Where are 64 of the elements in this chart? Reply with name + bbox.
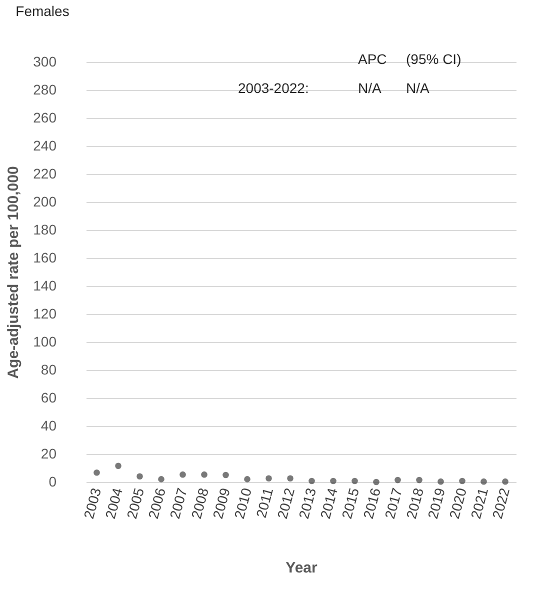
point xyxy=(94,469,100,476)
y-tick-label: 220 xyxy=(33,166,57,182)
chart-title: Females xyxy=(16,3,70,19)
y-tick-label: 60 xyxy=(40,390,57,406)
y-axis-title: Age-adjusted rate per 100,000 xyxy=(5,166,22,379)
point xyxy=(158,476,164,482)
point xyxy=(115,462,122,470)
y-tick-label: 100 xyxy=(33,334,57,350)
y-tick-label: 160 xyxy=(33,250,57,266)
point xyxy=(201,471,208,478)
annotation: (95% CI) xyxy=(406,51,462,67)
x-tick-label: 2017 xyxy=(381,486,406,520)
point xyxy=(459,478,466,484)
x-tick-label: 2020 xyxy=(446,486,470,520)
y-tick-label: 280 xyxy=(33,82,57,98)
x-tick-label: 2009 xyxy=(209,486,234,520)
point xyxy=(352,478,358,484)
y-tick-label: 0 xyxy=(48,474,57,490)
x-tick-label: 2015 xyxy=(338,486,362,520)
x-tick-label: 2006 xyxy=(144,486,169,520)
point xyxy=(438,478,444,485)
y-tick-label: 40 xyxy=(40,418,57,434)
point xyxy=(394,476,401,484)
x-tick-label: 2007 xyxy=(166,486,190,520)
y-tick-label: 120 xyxy=(33,306,57,322)
x-tick-label: 2012 xyxy=(274,486,298,520)
annotation: APC xyxy=(358,51,387,67)
point xyxy=(222,472,229,478)
annotation: N/A xyxy=(406,80,430,96)
annotation: 2003-2022: xyxy=(238,80,309,96)
x-tick-label: 2008 xyxy=(188,486,212,520)
x-tick-label: 2021 xyxy=(467,486,492,520)
point xyxy=(180,471,186,478)
x-tick-label: 2010 xyxy=(230,486,255,520)
x-tick-label: 2003 xyxy=(80,486,104,520)
y-tick-label: 20 xyxy=(40,446,57,462)
point xyxy=(266,475,272,482)
point xyxy=(502,478,508,485)
point xyxy=(244,476,250,482)
x-tick-label: 2018 xyxy=(402,486,427,520)
x-tick-label: 2004 xyxy=(102,486,126,520)
point xyxy=(373,478,380,486)
x-tick-label: 2014 xyxy=(316,486,341,520)
point xyxy=(308,478,315,484)
y-tick-label: 300 xyxy=(33,54,57,70)
x-tick-label: 2016 xyxy=(360,486,384,520)
x-tick-label: 2011 xyxy=(252,486,276,520)
x-tick-label: 2005 xyxy=(123,486,148,520)
annotation: N/A xyxy=(358,80,382,96)
y-tick-label: 200 xyxy=(33,194,57,210)
point xyxy=(287,475,294,482)
y-tick-label: 80 xyxy=(40,362,57,378)
point xyxy=(330,478,336,484)
x-tick-label: 2019 xyxy=(424,486,448,520)
y-tick-label: 240 xyxy=(33,138,57,154)
y-tick-label: 140 xyxy=(33,278,57,294)
point xyxy=(480,478,487,485)
y-tick-label: 260 xyxy=(33,110,57,126)
x-axis-title: Year xyxy=(286,559,318,576)
y-tick-label: 180 xyxy=(33,222,57,238)
x-tick-label: 2013 xyxy=(295,486,320,520)
x-tick-label: 2022 xyxy=(488,486,513,520)
point xyxy=(416,476,422,484)
point xyxy=(136,473,143,480)
